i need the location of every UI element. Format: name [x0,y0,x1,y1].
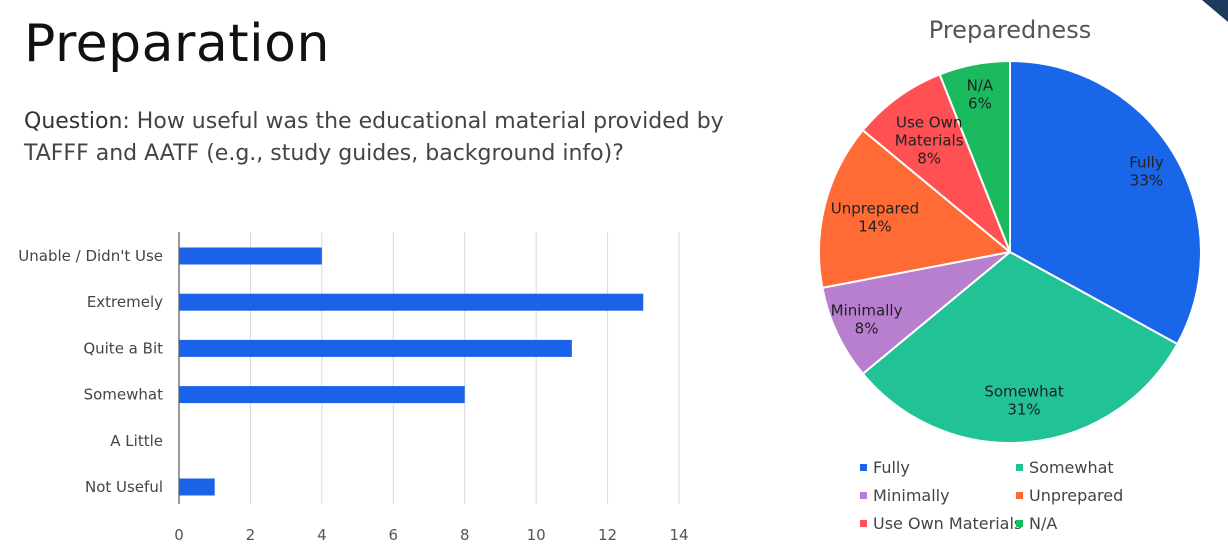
bar [179,247,322,265]
legend-label: Unprepared [1029,486,1123,505]
category-label: Extremely [87,293,163,311]
x-tick-label: 6 [389,526,399,544]
page-title: Preparation [24,14,330,74]
pie-slice [938,59,1011,253]
legend-swatch [1016,464,1023,471]
pie-slice [861,73,1011,253]
x-tick-label: 12 [598,526,617,544]
legend-swatch [1016,492,1023,499]
x-tick-label: 2 [246,526,256,544]
legend-label: Minimally [873,486,950,505]
slice-label: Use Own Materials 8% [895,114,964,168]
bar [179,386,465,404]
legend-label: Fully [873,458,910,477]
category-label: Not Useful [85,478,163,496]
slice-label: N/A 6% [967,76,994,112]
slice-label: Unprepared 14% [831,199,919,235]
legend-label: Somewhat [1029,458,1114,477]
legend-swatch [860,492,867,499]
slice-label: Somewhat 31% [984,382,1064,418]
pie-slice [818,128,1013,289]
category-label: Unable / Didn't Use [18,247,163,265]
legend-label: Use Own Materials [873,514,1022,533]
legend-label: N/A [1029,514,1057,533]
question-label: Question [24,109,123,134]
pie-slice [1009,59,1202,346]
legend-swatch [860,464,867,471]
x-tick-label: 8 [460,526,470,544]
x-tick-label: 4 [317,526,327,544]
question-text: Question: How useful was the educational… [24,106,784,170]
corner-decoration [1202,0,1228,22]
bar [179,339,572,357]
bar [179,478,215,496]
x-tick-label: 0 [174,526,184,544]
legend-swatch [1016,520,1023,527]
category-label: Somewhat [84,386,164,404]
question-body: : How useful was the educational materia… [24,109,724,166]
category-label: Quite a Bit [83,339,163,357]
usefulness-bar-chart: 0 2 4 6 8 10 12 14 Unable / Didn't Use Extremely Q… [18,232,689,544]
category-label: A Little [110,432,163,450]
legend-swatch [860,520,867,527]
slice-label: Minimally 8% [831,301,903,337]
pie-slice [821,251,1011,376]
x-tick-label: 14 [669,526,688,544]
slice-label: Fully 33% [1129,153,1164,189]
pie-slice [861,250,1179,444]
bar [179,293,644,311]
x-tick-label: 10 [527,526,546,544]
pie-title: Preparedness [929,16,1091,44]
preparedness-pie-chart: Preparedness Fully 33% Somewhat 31% Minimally… [818,16,1202,533]
